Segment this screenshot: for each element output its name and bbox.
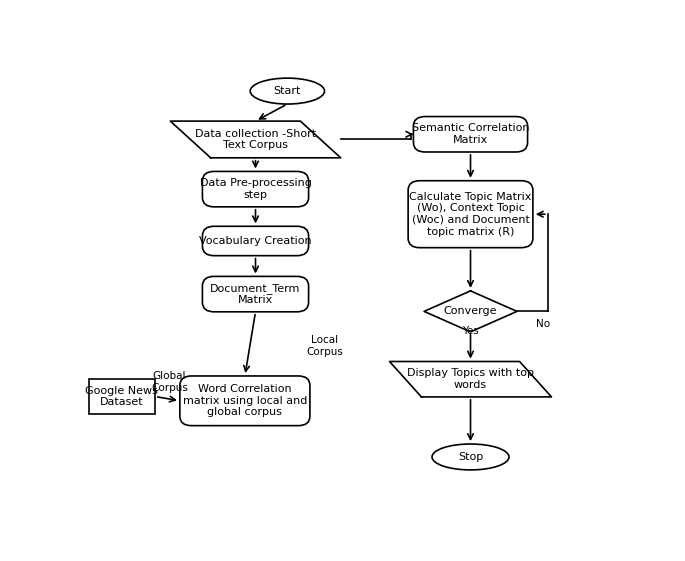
Text: Yes: Yes [462,326,479,336]
Text: Vocabulary Creation: Vocabulary Creation [199,236,312,246]
Text: Data collection -Short
Text Corpus: Data collection -Short Text Corpus [195,128,316,150]
Text: Data Pre-processing
step: Data Pre-processing step [199,178,312,200]
Text: Calculate Topic Matrix
(Wo), Context Topic
(Woc) and Document
topic matrix (R): Calculate Topic Matrix (Wo), Context Top… [410,192,532,237]
Text: Word Correlation
matrix using local and
global corpus: Word Correlation matrix using local and … [183,384,307,417]
Text: Local
Corpus: Local Corpus [306,335,342,357]
Text: Display Topics with top
words: Display Topics with top words [407,369,534,390]
Text: Converge: Converge [444,306,497,316]
Text: Global
Corpus: Global Corpus [151,371,188,393]
Text: Semantic Correlation
Matrix: Semantic Correlation Matrix [412,123,530,145]
Bar [88,379,155,414]
Text: Stop: Stop [458,452,483,462]
Text: Google News
Dataset: Google News Dataset [86,385,158,407]
Text: No: No [536,319,550,329]
Text: Document_Term
Matrix: Document_Term Matrix [210,283,301,305]
Text: Start: Start [274,86,301,96]
